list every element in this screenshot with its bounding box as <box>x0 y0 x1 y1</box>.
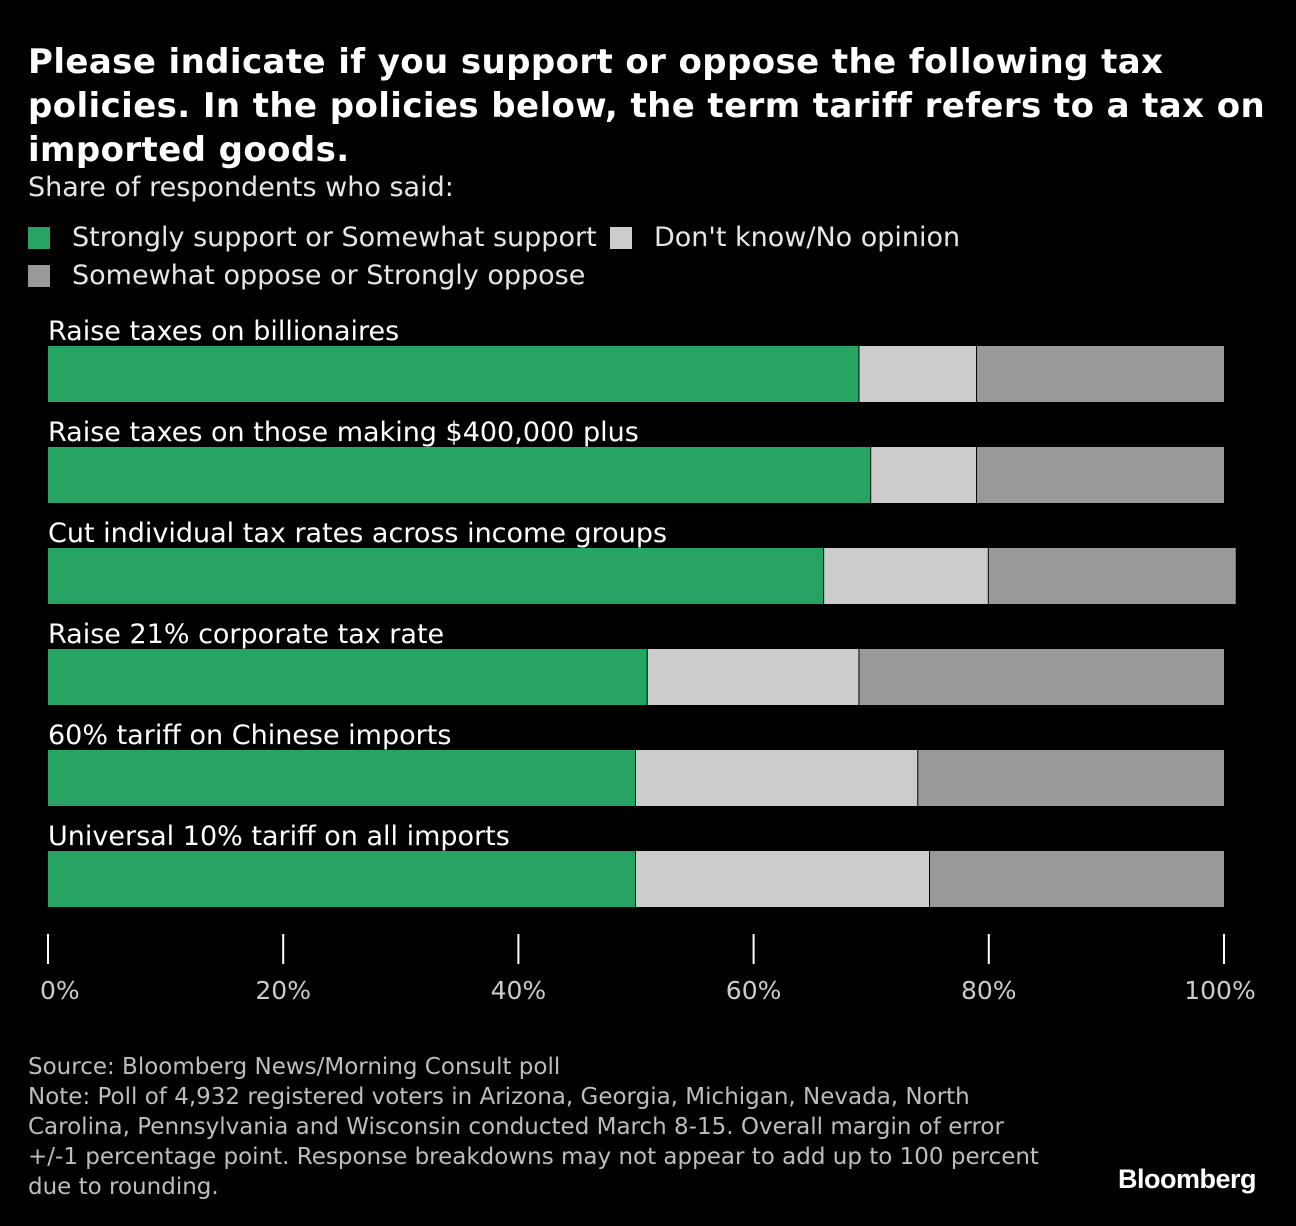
bar-segment <box>930 851 1224 907</box>
bar-segment <box>48 750 636 806</box>
bar-segment <box>48 447 872 503</box>
category-label: Cut individual tax rates across income g… <box>48 518 667 549</box>
bar-segment <box>977 346 1224 402</box>
x-axis-tick-label: 0% <box>40 976 80 1005</box>
category-label: 60% tariff on Chinese imports <box>48 720 451 751</box>
bar-segment <box>636 750 919 806</box>
bloomberg-logo: Bloomberg <box>1117 1164 1257 1194</box>
category-label: Raise 21% corporate tax rate <box>48 619 444 650</box>
source-note: Source: Bloomberg News/Morning Consult p… <box>28 1054 561 1080</box>
bar-segment <box>977 447 1224 503</box>
stacked-bar-chart: Raise taxes on billionaires Raise taxes o… <box>40 316 1256 1005</box>
category-label: Raise taxes on billionaires <box>48 316 399 347</box>
x-axis-tick-label: 40% <box>491 976 547 1005</box>
chart-footer: Source: Bloomberg News/Morning Consult p… <box>28 1052 1048 1202</box>
legend-item-no-opinion: Don't know/No opinion <box>610 222 960 253</box>
legend-swatch-no-opinion <box>610 226 632 249</box>
bar-segment <box>48 346 860 402</box>
bar-segment <box>871 447 978 503</box>
chart-subtitle: Share of respondents who said: <box>28 172 454 203</box>
bar-segment <box>824 548 989 604</box>
bar-segment <box>48 548 825 604</box>
bar-segment <box>918 750 1224 806</box>
x-axis-tick-label: 80% <box>961 976 1017 1005</box>
x-axis-tick-label: 100% <box>1184 976 1255 1005</box>
legend-swatch-oppose <box>28 264 50 287</box>
legend-label-support: Strongly support or Somewhat support <box>72 222 597 253</box>
bar-segment <box>859 346 978 402</box>
legend-item-support: Strongly support or Somewhat support <box>28 222 597 253</box>
methodology-note: Note: Poll of 4,932 registered voters in… <box>28 1084 1039 1200</box>
legend-item-oppose: Somewhat oppose or Strongly oppose <box>28 260 585 291</box>
bar-segment <box>647 649 860 705</box>
category-label: Raise taxes on those making $400,000 plu… <box>48 417 639 448</box>
x-axis-tick-label: 20% <box>255 976 311 1005</box>
x-axis-tick-label: 60% <box>726 976 782 1005</box>
chart-title: Please indicate if you support or oppose… <box>28 42 1266 170</box>
legend-swatch-support <box>28 226 50 249</box>
bar-segment <box>859 649 1224 705</box>
bar-segment <box>636 851 930 907</box>
category-label: Universal 10% tariff on all imports <box>48 821 510 852</box>
legend-label-no-opinion: Don't know/No opinion <box>654 222 961 253</box>
legend-label-oppose: Somewhat oppose or Strongly oppose <box>72 260 586 291</box>
bar-segment <box>48 851 636 907</box>
bar-segment <box>48 649 648 705</box>
bar-segment <box>988 548 1236 604</box>
